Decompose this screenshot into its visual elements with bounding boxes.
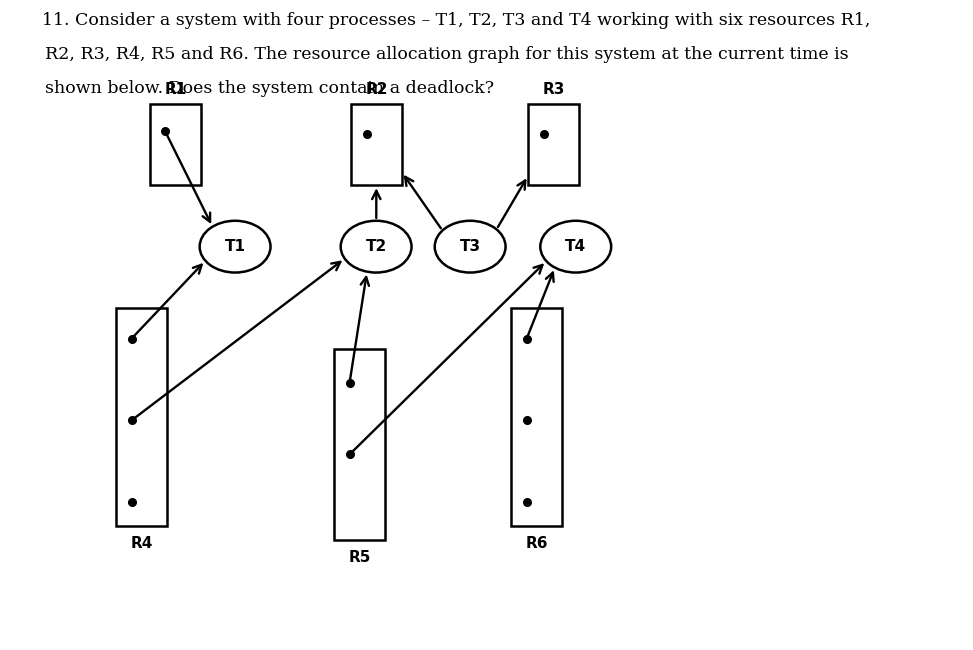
Text: T3: T3 <box>459 239 481 254</box>
Ellipse shape <box>540 221 611 272</box>
Text: R2, R3, R4, R5 and R6. The resource allocation graph for this system at the curr: R2, R3, R4, R5 and R6. The resource allo… <box>45 46 848 62</box>
Text: R6: R6 <box>525 536 548 551</box>
Text: R3: R3 <box>542 82 564 97</box>
Text: shown below. Does the system contain a deadlock?: shown below. Does the system contain a d… <box>45 80 494 97</box>
Text: T4: T4 <box>565 239 587 254</box>
Text: R2: R2 <box>365 82 387 97</box>
Text: T2: T2 <box>366 239 386 254</box>
Text: T1: T1 <box>225 239 245 254</box>
Bar <box>334 349 385 540</box>
Bar <box>511 308 562 526</box>
Text: R5: R5 <box>348 550 371 565</box>
Ellipse shape <box>199 221 270 272</box>
Ellipse shape <box>435 221 506 272</box>
Text: R1: R1 <box>164 82 187 97</box>
Text: 11. Consider a system with four processes – T1, T2, T3 and T4 working with six r: 11. Consider a system with four processe… <box>42 12 871 29</box>
Bar <box>150 103 201 185</box>
Bar <box>351 103 402 185</box>
Text: R4: R4 <box>130 536 153 551</box>
Bar <box>528 103 579 185</box>
Ellipse shape <box>341 221 412 272</box>
Bar <box>116 308 167 526</box>
